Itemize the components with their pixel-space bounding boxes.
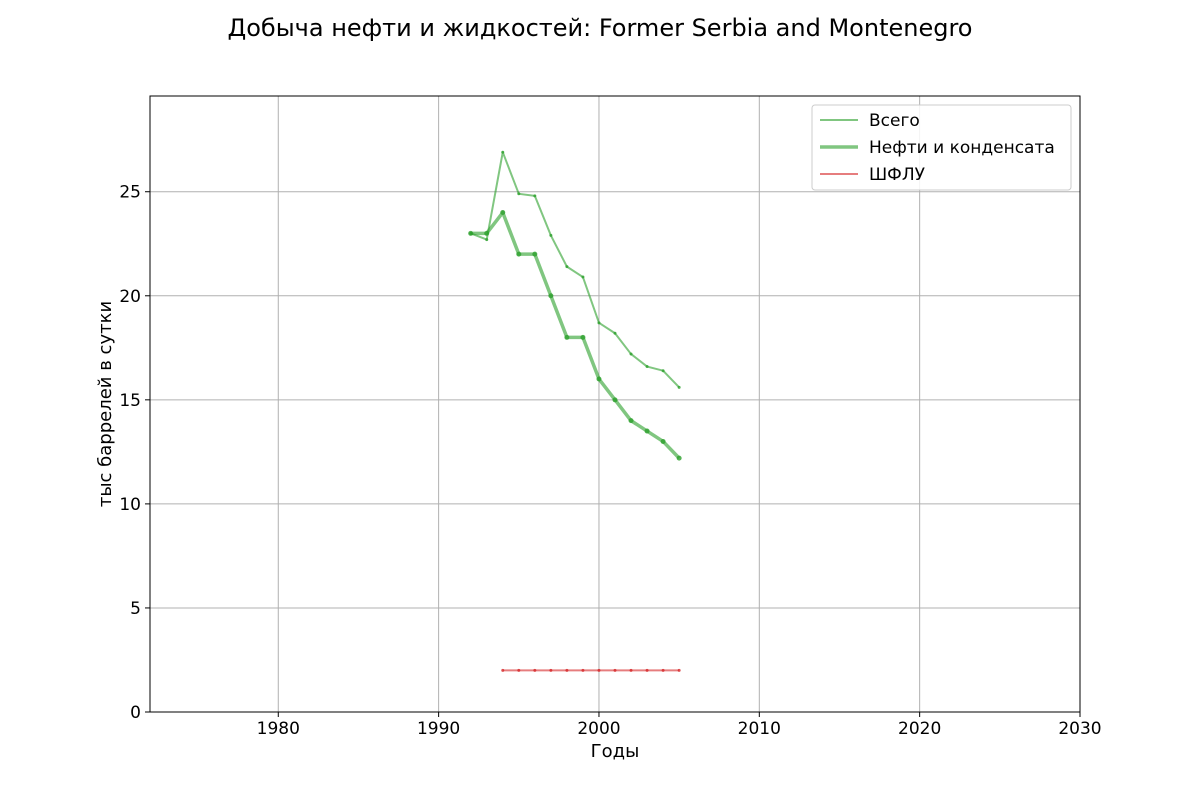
data-point-series-3: [549, 668, 553, 672]
data-point-series-2: [676, 455, 682, 461]
data-point-series-1: [517, 192, 521, 196]
y-tick-label: 0: [130, 703, 141, 723]
data-point-series-3: [517, 668, 521, 672]
y-tick-label: 10: [119, 495, 141, 515]
data-point-series-2: [644, 428, 650, 434]
x-tick-label: 1990: [417, 719, 460, 739]
series-line-1: [470, 151, 680, 389]
data-point-series-2: [500, 210, 506, 216]
legend-box: [811, 104, 1072, 191]
data-point-series-1: [485, 238, 489, 242]
data-point-series-1: [677, 385, 681, 389]
data-point-series-2: [628, 418, 634, 424]
x-tick-label: 2010: [738, 719, 781, 739]
legend-entry: Всего: [869, 111, 920, 131]
data-point-series-3: [501, 668, 505, 672]
data-point-series-1: [501, 150, 505, 154]
data-point-series-3: [581, 668, 585, 672]
plot-frame: [149, 95, 1081, 713]
x-tick-label: 2000: [577, 719, 620, 739]
data-point-series-2: [612, 397, 618, 403]
data-point-series-2: [468, 230, 474, 236]
data-point-series-3: [565, 668, 569, 672]
data-point-series-3: [613, 668, 617, 672]
data-point-series-1: [533, 194, 537, 198]
data-point-series-1: [629, 352, 633, 356]
data-point-series-3: [677, 668, 681, 672]
data-point-series-2: [532, 251, 538, 257]
data-point-series-3: [661, 668, 665, 672]
data-point-series-3: [533, 668, 537, 672]
axis-ticks: 1980 1990 2000 2010 2020 2030 0 5 10 15 20 25: [119, 183, 1101, 739]
y-axis-label: тыс баррелей в сутки: [95, 301, 116, 507]
data-point-series-1: [581, 275, 585, 279]
y-tick-label: 15: [119, 391, 141, 411]
data-point-series-1: [661, 369, 665, 373]
data-point-series-2: [660, 438, 666, 444]
chart-title: Добыча нефти и жидкостей: Former Serbia …: [228, 14, 973, 42]
legend-entry: ШФЛУ: [869, 165, 926, 185]
plot-area: [468, 150, 682, 672]
data-point-series-2: [564, 334, 570, 340]
data-point-series-3: [645, 668, 649, 672]
y-tick-label: 25: [119, 183, 141, 203]
x-tick-label: 1980: [257, 719, 300, 739]
data-point-series-1: [565, 265, 569, 269]
data-point-series-1: [549, 233, 553, 237]
y-tick-label: 20: [119, 287, 141, 307]
data-point-series-2: [548, 293, 554, 299]
data-point-series-1: [645, 365, 649, 369]
series-line-2: [470, 210, 681, 460]
legend-entry: Нефти и конденсата: [869, 138, 1055, 158]
legend: Всего Нефти и конденсата ШФЛУ: [811, 104, 1072, 191]
data-point-series-3: [629, 668, 633, 672]
y-tick-label: 5: [130, 599, 141, 619]
x-tick-label: 2030: [1058, 719, 1101, 739]
data-point-series-2: [516, 251, 522, 257]
x-axis-label: Годы: [591, 741, 640, 762]
data-point-series-2: [580, 334, 586, 340]
data-point-series-3: [597, 668, 601, 672]
x-tick-label: 2020: [898, 719, 941, 739]
data-point-series-1: [613, 331, 617, 335]
data-point-series-2: [484, 230, 490, 236]
data-point-series-2: [596, 376, 602, 382]
data-point-series-1: [597, 321, 601, 325]
